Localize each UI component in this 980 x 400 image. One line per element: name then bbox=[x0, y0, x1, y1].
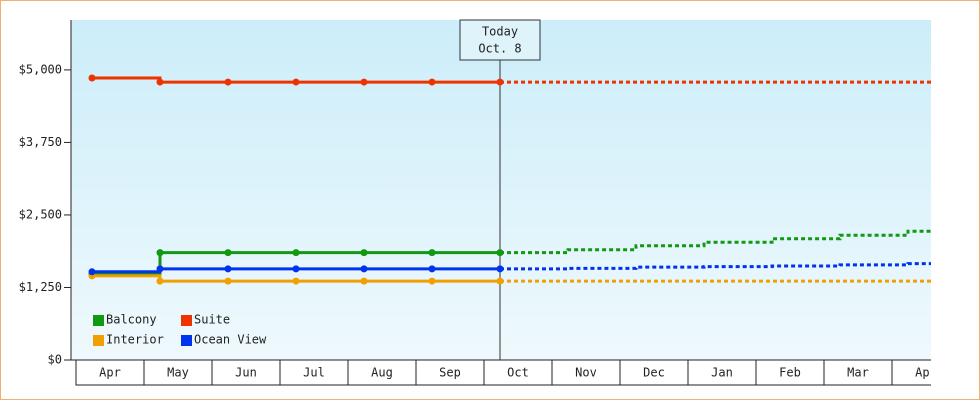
x-axis: Apr May Jun Jul Aug Sep Oct Nov Dec Jan Feb Mar Apr bbox=[75, 359, 937, 386]
price-point bbox=[292, 277, 300, 285]
x-tick-label: Jun bbox=[235, 366, 257, 380]
legend-swatch bbox=[93, 335, 104, 346]
x-tick-label: Apr bbox=[915, 366, 937, 380]
today-label: Today bbox=[482, 25, 518, 39]
price-point bbox=[496, 78, 504, 86]
price-point bbox=[156, 249, 164, 257]
price-point bbox=[156, 265, 164, 273]
plot-area bbox=[71, 20, 931, 360]
price-point bbox=[88, 74, 96, 82]
x-tick-label: Dec bbox=[643, 366, 665, 380]
legend-swatch bbox=[181, 335, 192, 346]
price-point bbox=[496, 277, 504, 285]
price-point bbox=[224, 265, 232, 273]
price-point bbox=[496, 249, 504, 257]
price-point bbox=[224, 249, 232, 257]
legend-swatch bbox=[181, 315, 192, 326]
price-point bbox=[156, 277, 164, 285]
price-point bbox=[360, 249, 368, 257]
x-tick-label: Oct bbox=[507, 366, 529, 380]
legend-label: Ocean View bbox=[194, 333, 267, 347]
x-tick-label: Mar bbox=[847, 366, 869, 380]
legend-label: Interior bbox=[106, 333, 164, 347]
x-cell bbox=[347, 359, 417, 386]
legend-label: Balcony bbox=[106, 313, 157, 327]
y-tick-label: $3,750 bbox=[19, 135, 62, 149]
x-tick-label: May bbox=[167, 366, 189, 380]
x-tick-label: Nov bbox=[575, 366, 597, 380]
today-label: Oct. 8 bbox=[478, 42, 521, 56]
y-tick-label: $2,500 bbox=[19, 207, 62, 221]
price-point bbox=[496, 265, 504, 273]
price-point bbox=[428, 78, 436, 86]
price-point bbox=[224, 78, 232, 86]
x-cell bbox=[279, 359, 349, 386]
x-tick-label: Apr bbox=[99, 366, 121, 380]
price-point bbox=[88, 268, 96, 276]
x-cell bbox=[415, 359, 485, 386]
x-tick-label: Jan bbox=[711, 366, 733, 380]
price-point bbox=[224, 277, 232, 285]
today-box bbox=[459, 19, 541, 61]
price-point bbox=[156, 78, 164, 86]
price-point bbox=[360, 265, 368, 273]
price-point bbox=[360, 277, 368, 285]
y-tick-label: $1,250 bbox=[19, 280, 62, 294]
x-tick-label: Sep bbox=[439, 366, 461, 380]
forecast-line bbox=[500, 229, 931, 255]
legend-swatch bbox=[93, 315, 104, 326]
price-point bbox=[292, 78, 300, 86]
price-point bbox=[428, 249, 436, 257]
price-point bbox=[428, 265, 436, 273]
x-cell bbox=[891, 359, 931, 386]
x-tick-label: Aug bbox=[371, 366, 393, 380]
price-point bbox=[428, 277, 436, 285]
price-point bbox=[292, 249, 300, 257]
x-tick-label: Jul bbox=[303, 366, 325, 380]
x-tick-label: Feb bbox=[779, 366, 801, 380]
x-cell bbox=[619, 359, 689, 386]
price-point bbox=[292, 265, 300, 273]
price-line bbox=[92, 274, 500, 283]
y-tick-label: $5,000 bbox=[19, 62, 62, 76]
legend-label: Suite bbox=[194, 313, 230, 327]
x-cell bbox=[687, 359, 757, 386]
y-tick-label: $0 bbox=[48, 353, 62, 367]
forecast-line bbox=[500, 262, 931, 271]
x-cell bbox=[483, 359, 553, 386]
x-cell bbox=[823, 359, 893, 386]
price-point bbox=[360, 78, 368, 86]
